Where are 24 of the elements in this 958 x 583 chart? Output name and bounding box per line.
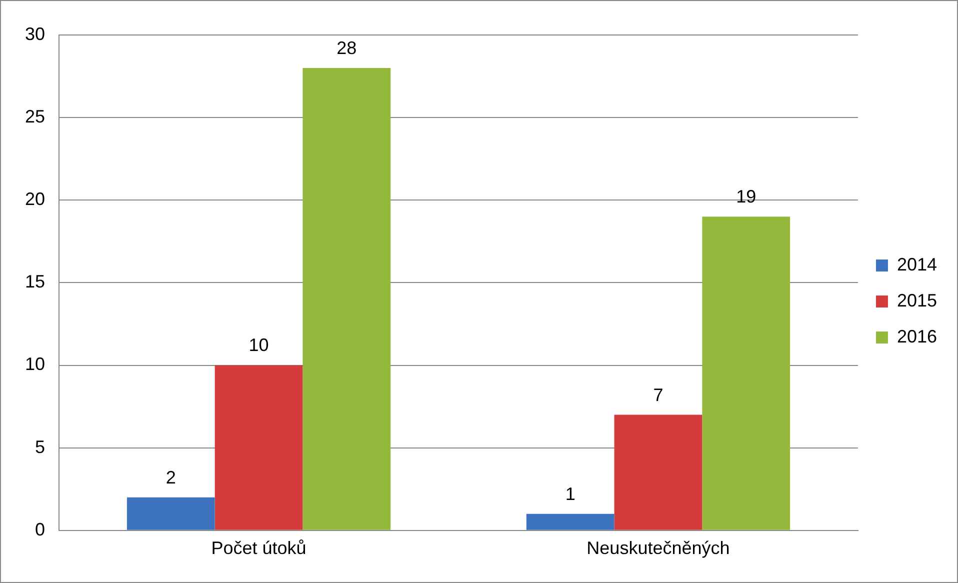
bar [126, 497, 215, 530]
data-label: 1 [565, 484, 576, 504]
y-tick-label: 20 [24, 189, 46, 210]
y-tick-label: 0 [35, 519, 46, 540]
y-tick-label: 5 [35, 436, 46, 457]
y-tick-label: 30 [24, 24, 46, 44]
data-label: 10 [248, 335, 269, 356]
data-label: 2 [166, 467, 176, 488]
data-label: 7 [653, 384, 664, 405]
data-label: 28 [336, 38, 357, 58]
data-label: 19 [736, 186, 756, 207]
legend-label: 2014 [896, 254, 938, 274]
legend-label: 2016 [896, 326, 938, 346]
x-tick-label: Počet útoků [211, 538, 306, 558]
bar [614, 414, 702, 530]
y-tick-label: 25 [24, 106, 46, 127]
legend-label: 2015 [896, 290, 938, 310]
y-tick-label: 15 [24, 272, 46, 292]
x-tick-label: Neuskutečněných [586, 538, 730, 558]
bar [526, 514, 614, 530]
bar [702, 216, 790, 530]
bar [302, 68, 391, 530]
y-tick-label: 10 [24, 354, 46, 374]
bar [214, 365, 303, 530]
